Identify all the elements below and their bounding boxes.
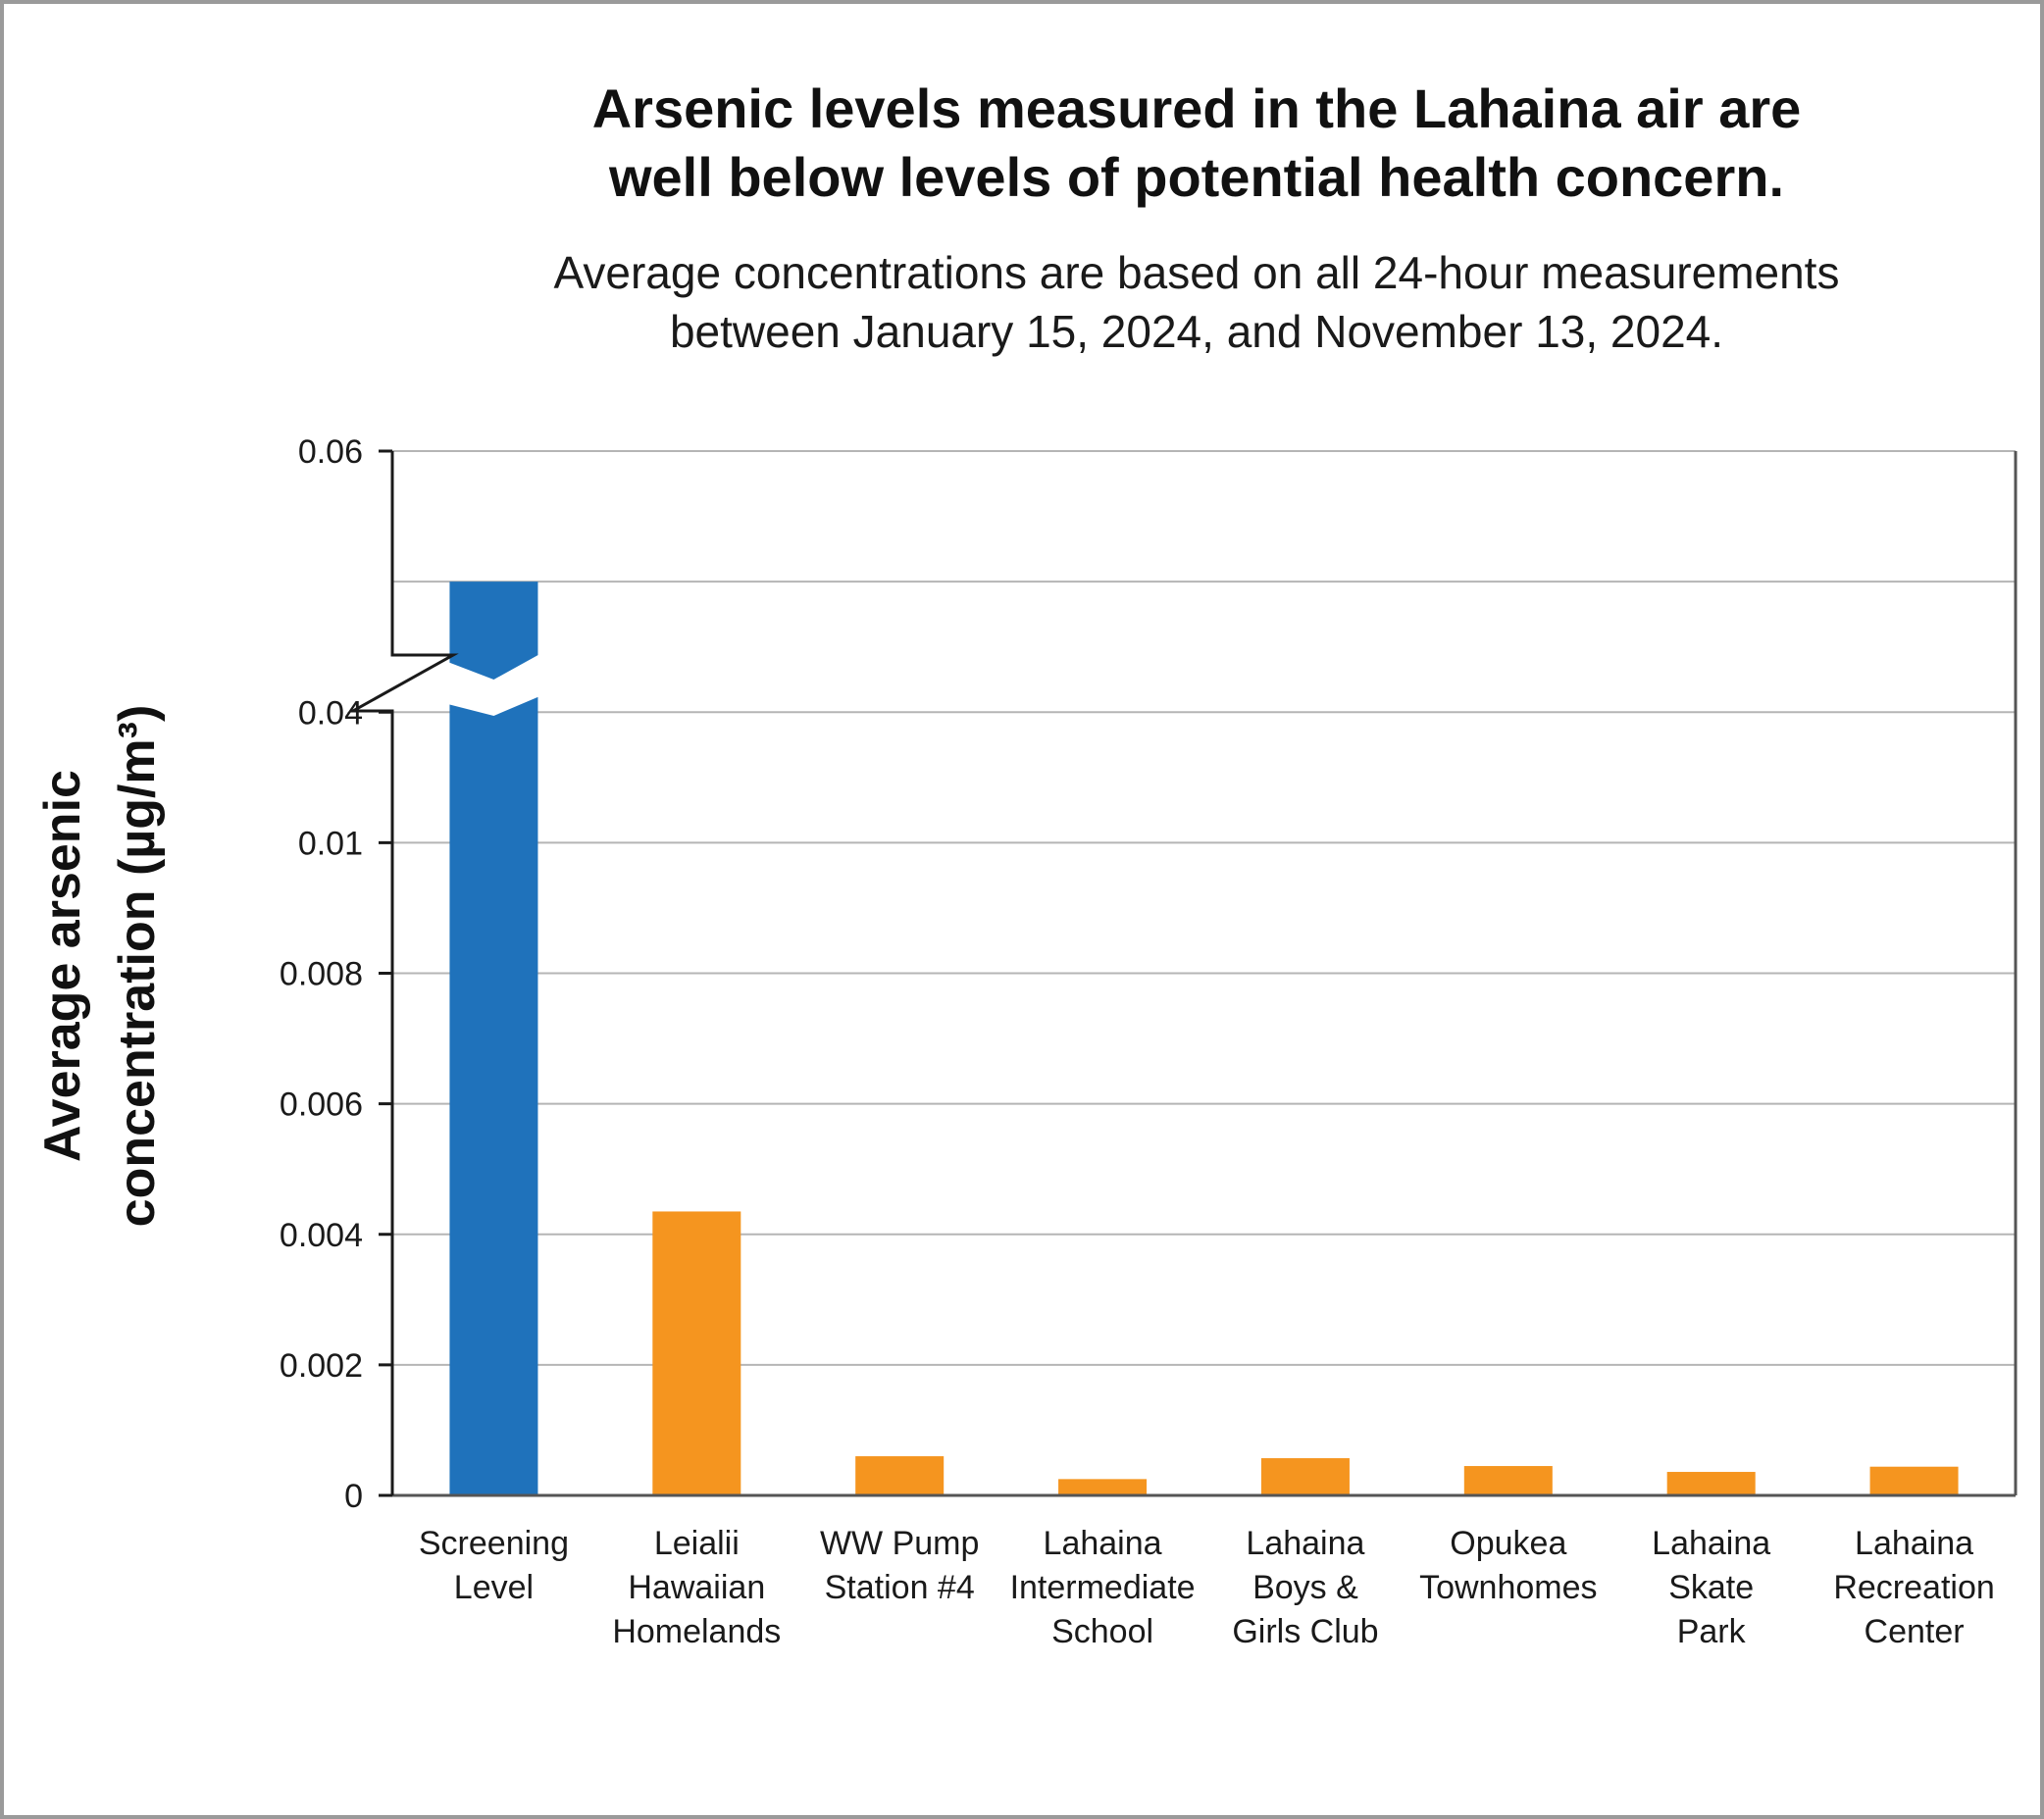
x-category-label-line: Homelands	[612, 1613, 781, 1650]
x-category-label-line: Townhomes	[1419, 1569, 1597, 1606]
bar	[1463, 1466, 1553, 1495]
y-tick-labels: 0 0.002 0.004 0.006 0.008 0.01 0.04 0.06	[280, 433, 363, 1515]
x-category-label: Lahaina Skate Park	[1652, 1525, 1770, 1650]
x-category-label-line: Screening	[419, 1525, 569, 1562]
x-category-label-line: Station #4	[825, 1569, 975, 1606]
x-category-labels: Screening Level Leialii Hawaiian Homelands WW…	[419, 1525, 1995, 1650]
bar	[855, 1456, 945, 1495]
y-axis-label: Average arsenic concentration (µg/m³)	[34, 705, 166, 1228]
x-category-label-line: Hawaiian	[628, 1569, 765, 1606]
x-category-label-line: Skate	[1668, 1569, 1754, 1606]
bar	[1666, 1472, 1756, 1495]
grid-lines	[392, 450, 2016, 1366]
x-category-label: Opukea Townhomes	[1419, 1525, 1597, 1606]
y-tick-label: 0.01	[298, 825, 363, 862]
bars	[447, 581, 1959, 1495]
axes	[347, 449, 2018, 1497]
x-category-label-line: WW Pump	[820, 1525, 979, 1562]
bar	[1058, 1479, 1148, 1495]
y-tick-label: 0.04	[298, 694, 363, 732]
bar	[449, 581, 538, 1495]
y-axis-label-line-2: concentration (µg/m³)	[109, 705, 166, 1228]
x-category-label-line: Opukea	[1450, 1525, 1566, 1562]
x-category-label-line: Intermediate	[1010, 1569, 1196, 1606]
x-category-label-line: Lahaina	[1855, 1525, 1973, 1562]
y-tick-label: 0.06	[298, 433, 363, 471]
bar-break-mark	[447, 654, 540, 716]
chart-title: Arsenic levels measured in the Lahaina a…	[353, 75, 2040, 212]
x-category-label: Lahaina Boys & Girls Club	[1232, 1525, 1378, 1650]
y-tick-label: 0	[344, 1478, 363, 1515]
x-category-label-line: School	[1051, 1613, 1153, 1650]
x-category-label: WW Pump Station #4	[820, 1525, 979, 1606]
chart-subtitle: Average concentrations are based on all …	[353, 243, 2040, 361]
y-axis-label-line-1: Average arsenic	[34, 770, 91, 1162]
chart-subtitle-line-2: between January 15, 2024, and November 1…	[669, 306, 1724, 357]
bar	[652, 1211, 741, 1495]
x-category-label-line: Park	[1677, 1613, 1747, 1650]
x-category-label-line: Recreation	[1833, 1569, 1994, 1606]
x-category-label-line: Lahaina	[1652, 1525, 1770, 1562]
x-category-label: Lahaina Recreation Center	[1833, 1525, 1994, 1650]
x-category-label-line: Lahaina	[1044, 1525, 1162, 1562]
x-category-label-line: Level	[454, 1569, 534, 1606]
x-category-label-line: Leialii	[654, 1525, 740, 1562]
bar	[1260, 1458, 1350, 1495]
y-tick-label: 0.006	[280, 1086, 363, 1124]
x-category-label: Screening Level	[419, 1525, 569, 1606]
y-tick-label: 0.008	[280, 956, 363, 993]
x-category-label: Lahaina Intermediate School	[1010, 1525, 1196, 1650]
x-category-label-line: Lahaina	[1246, 1525, 1364, 1562]
y-tick-label: 0.002	[280, 1347, 363, 1385]
chart-title-line-2: well below levels of potential health co…	[608, 146, 1785, 208]
x-category-label: Leialii Hawaiian Homelands	[612, 1525, 781, 1650]
bar	[1869, 1466, 1959, 1495]
x-category-label-line: Boys &	[1252, 1569, 1358, 1606]
y-tick-label: 0.004	[280, 1217, 363, 1254]
x-category-label-line: Center	[1865, 1613, 1965, 1650]
chart-subtitle-line-1: Average concentrations are based on all …	[553, 247, 1840, 298]
chart-title-line-1: Arsenic levels measured in the Lahaina a…	[591, 77, 1802, 139]
x-category-label-line: Girls Club	[1232, 1613, 1378, 1650]
